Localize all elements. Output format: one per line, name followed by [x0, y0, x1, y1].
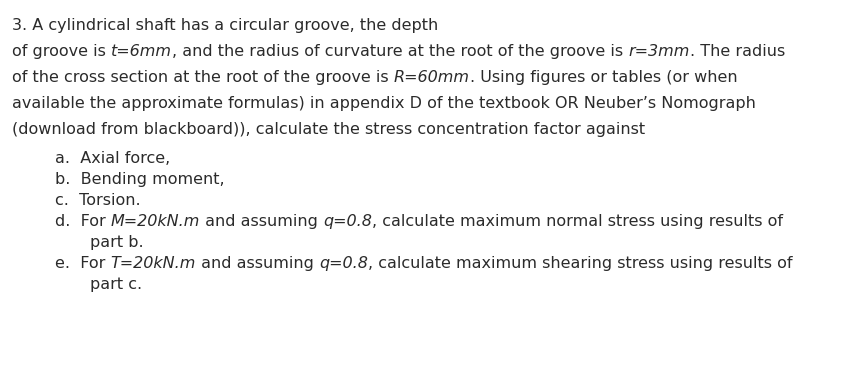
- Text: of the cross section at the root of the groove is: of the cross section at the root of the …: [12, 70, 394, 85]
- Text: t=6mm: t=6mm: [111, 44, 172, 59]
- Text: part c.: part c.: [90, 277, 142, 292]
- Text: c.  Torsion.: c. Torsion.: [55, 193, 141, 208]
- Text: of groove is: of groove is: [12, 44, 111, 59]
- Text: b.  Bending moment,: b. Bending moment,: [55, 172, 225, 187]
- Text: , calculate maximum shearing stress using results of: , calculate maximum shearing stress usin…: [368, 256, 792, 271]
- Text: (download from blackboard)), calculate the stress concentration factor against: (download from blackboard)), calculate t…: [12, 122, 645, 137]
- Text: q=0.8: q=0.8: [319, 256, 368, 271]
- Text: . The radius: . The radius: [689, 44, 785, 59]
- Text: M=20kN.m: M=20kN.m: [111, 214, 200, 229]
- Text: R=60mm: R=60mm: [394, 70, 469, 85]
- Text: q=0.8: q=0.8: [323, 214, 372, 229]
- Text: part b.: part b.: [90, 235, 144, 250]
- Text: r=3mm: r=3mm: [628, 44, 689, 59]
- Text: e.  For: e. For: [55, 256, 111, 271]
- Text: T=20kN.m: T=20kN.m: [111, 256, 196, 271]
- Text: d.  For: d. For: [55, 214, 111, 229]
- Text: and assuming: and assuming: [200, 214, 323, 229]
- Text: , and the radius of curvature at the root of the groove is: , and the radius of curvature at the roo…: [172, 44, 628, 59]
- Text: 3. A cylindrical shaft has a circular groove, the depth: 3. A cylindrical shaft has a circular gr…: [12, 18, 438, 33]
- Text: , calculate maximum normal stress using results of: , calculate maximum normal stress using …: [372, 214, 783, 229]
- Text: a.  Axial force,: a. Axial force,: [55, 151, 170, 166]
- Text: available the approximate formulas) in appendix D of the textbook OR Neuber’s No: available the approximate formulas) in a…: [12, 96, 756, 111]
- Text: . Using figures or tables (or when: . Using figures or tables (or when: [469, 70, 737, 85]
- Text: and assuming: and assuming: [196, 256, 319, 271]
